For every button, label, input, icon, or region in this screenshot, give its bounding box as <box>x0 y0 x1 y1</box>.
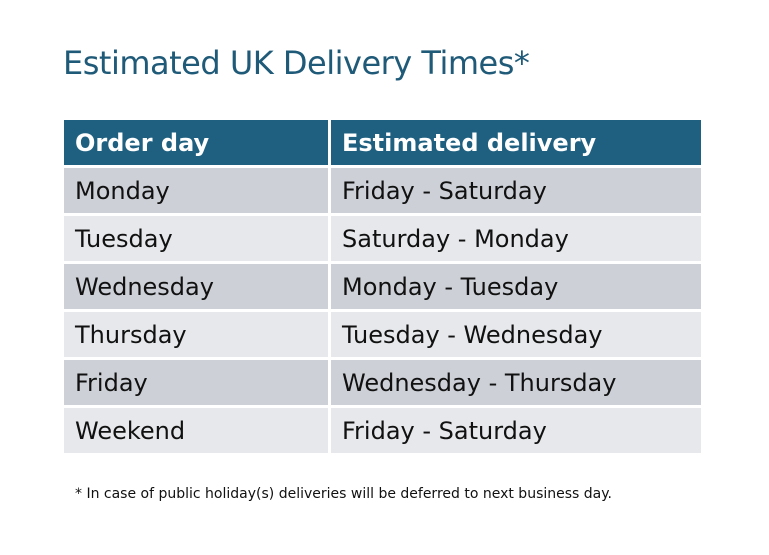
header-order-day: Order day <box>64 120 328 165</box>
order-day-cell: Friday <box>64 360 328 405</box>
delivery-cell: Saturday - Monday <box>331 216 701 261</box>
order-day-cell: Thursday <box>64 312 328 357</box>
page-title: Estimated UK Delivery Times* <box>63 44 530 82</box>
delivery-cell: Tuesday - Wednesday <box>331 312 701 357</box>
order-day-cell: Tuesday <box>64 216 328 261</box>
table-row: Thursday Tuesday - Wednesday <box>64 312 701 357</box>
table-row: Tuesday Saturday - Monday <box>64 216 701 261</box>
table-row: Friday Wednesday - Thursday <box>64 360 701 405</box>
order-day-cell: Monday <box>64 168 328 213</box>
order-day-cell: Wednesday <box>64 264 328 309</box>
table-row: Weekend Friday - Saturday <box>64 408 701 453</box>
table-row: Monday Friday - Saturday <box>64 168 701 213</box>
footnote: * In case of public holiday(s) deliverie… <box>75 486 612 502</box>
order-day-cell: Weekend <box>64 408 328 453</box>
header-estimated-delivery: Estimated delivery <box>331 120 701 165</box>
delivery-cell: Friday - Saturday <box>331 168 701 213</box>
delivery-cell: Wednesday - Thursday <box>331 360 701 405</box>
delivery-table: Order day Estimated delivery Monday Frid… <box>64 120 701 456</box>
table-row: Wednesday Monday - Tuesday <box>64 264 701 309</box>
delivery-cell: Monday - Tuesday <box>331 264 701 309</box>
delivery-cell: Friday - Saturday <box>331 408 701 453</box>
table-header-row: Order day Estimated delivery <box>64 120 701 165</box>
